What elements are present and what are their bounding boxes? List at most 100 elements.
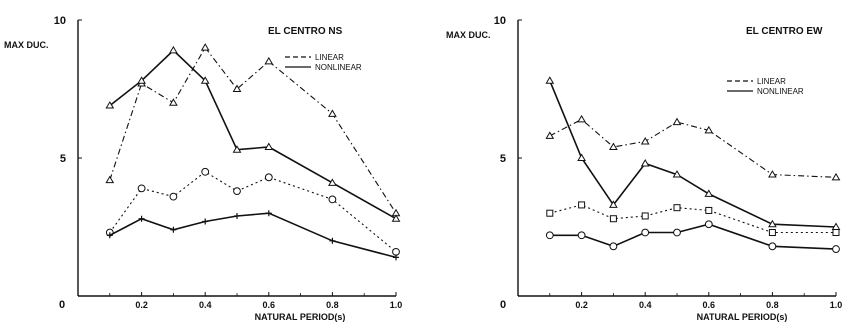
series-1 xyxy=(105,43,401,217)
data-point xyxy=(232,84,242,92)
series-2 xyxy=(105,45,401,222)
series-line xyxy=(549,223,837,250)
x-tick-label: 0 xyxy=(59,299,65,311)
data-point xyxy=(641,212,649,220)
x-tick-label: 0.4 xyxy=(199,300,212,310)
x-tick-label: 0.6 xyxy=(263,300,276,310)
data-point xyxy=(545,131,555,139)
data-point xyxy=(577,231,586,240)
data-point xyxy=(578,201,586,209)
data-point xyxy=(640,159,650,167)
x-tick-label: 0.8 xyxy=(766,300,779,310)
data-point xyxy=(393,254,399,261)
series-3 xyxy=(105,167,400,256)
data-point xyxy=(609,142,618,150)
data-point xyxy=(137,184,146,193)
data-point xyxy=(545,76,555,84)
legend-label: LINEAR xyxy=(315,53,344,62)
data-point xyxy=(704,125,714,134)
data-point xyxy=(138,215,145,222)
x-tick-label: 0.4 xyxy=(639,300,652,310)
legend-label: LINEAR xyxy=(757,77,786,86)
x-axis-label: NATURAL PERIOD(s) xyxy=(255,312,346,322)
x-tick-label: 0.2 xyxy=(135,300,148,310)
data-point xyxy=(169,45,178,54)
legend-label: NONLINEAR xyxy=(315,63,362,72)
series-4 xyxy=(106,210,399,261)
data-point xyxy=(577,114,586,123)
data-point xyxy=(704,189,714,197)
x-tick-label: 0 xyxy=(500,299,506,311)
data-point xyxy=(105,101,115,109)
data-point xyxy=(832,229,840,237)
data-point xyxy=(641,228,650,237)
data-point xyxy=(546,209,554,217)
legend-label: NONLINEAR xyxy=(757,87,804,96)
data-point xyxy=(832,245,840,253)
data-point xyxy=(232,145,242,153)
data-point xyxy=(831,172,841,181)
data-point xyxy=(201,167,210,176)
series-3 xyxy=(546,201,840,237)
data-point xyxy=(609,242,618,251)
series-line xyxy=(549,118,837,178)
y-tick-label: 5 xyxy=(60,153,66,165)
data-point xyxy=(672,170,682,178)
data-point xyxy=(392,247,400,256)
data-point xyxy=(328,195,337,204)
data-point xyxy=(672,117,682,126)
data-point xyxy=(328,178,337,186)
series-4 xyxy=(545,220,840,253)
y-tick-label: 5 xyxy=(500,153,506,165)
data-point xyxy=(609,200,618,208)
series-line xyxy=(109,49,397,220)
data-point xyxy=(673,228,681,237)
y-axis-label: MAX DUC. xyxy=(446,30,491,40)
data-point xyxy=(105,175,115,184)
data-point xyxy=(233,187,241,196)
chart-panel-1: 0 0.2 0.4 0.6 0.8 1.0 5 10 MAX DUC. NATURAL PERIO… xyxy=(4,15,402,322)
data-point xyxy=(137,76,146,84)
data-point xyxy=(106,232,113,239)
series-2 xyxy=(545,76,841,230)
data-point xyxy=(391,214,401,222)
data-point xyxy=(640,136,650,145)
data-point xyxy=(264,56,274,65)
data-point xyxy=(200,76,210,84)
y-axis-label: MAX DUC. xyxy=(4,40,49,50)
data-point xyxy=(768,219,777,228)
data-point xyxy=(200,43,210,51)
series-line xyxy=(549,204,836,234)
data-point xyxy=(265,210,272,217)
data-point xyxy=(170,226,177,233)
x-tick-label: 0.6 xyxy=(703,300,716,310)
data-point xyxy=(704,220,713,229)
series-line xyxy=(109,46,397,214)
data-point xyxy=(328,109,337,117)
data-point xyxy=(264,142,274,150)
data-point xyxy=(768,229,776,237)
series-line xyxy=(549,80,837,228)
data-point xyxy=(768,170,777,178)
data-point xyxy=(264,173,273,182)
data-point xyxy=(545,231,554,240)
x-tick-label: 1.0 xyxy=(830,300,843,310)
data-point xyxy=(577,153,586,161)
chart-title: EL CENTRO NS xyxy=(268,26,343,37)
data-point xyxy=(705,206,713,214)
chart-title: EL CENTRO EW xyxy=(746,26,823,37)
data-point xyxy=(768,242,777,251)
y-tick-label: 10 xyxy=(54,15,66,27)
data-point xyxy=(329,237,336,244)
x-tick-label: 0.8 xyxy=(326,300,339,310)
y-tick-label: 10 xyxy=(494,15,506,27)
x-tick-label: 0.2 xyxy=(575,300,588,310)
x-axis-label: NATURAL PERIOD(s) xyxy=(697,312,788,322)
series-line xyxy=(109,171,397,253)
x-tick-label: 1.0 xyxy=(390,300,403,310)
data-point xyxy=(169,98,178,106)
data-point xyxy=(202,218,209,225)
